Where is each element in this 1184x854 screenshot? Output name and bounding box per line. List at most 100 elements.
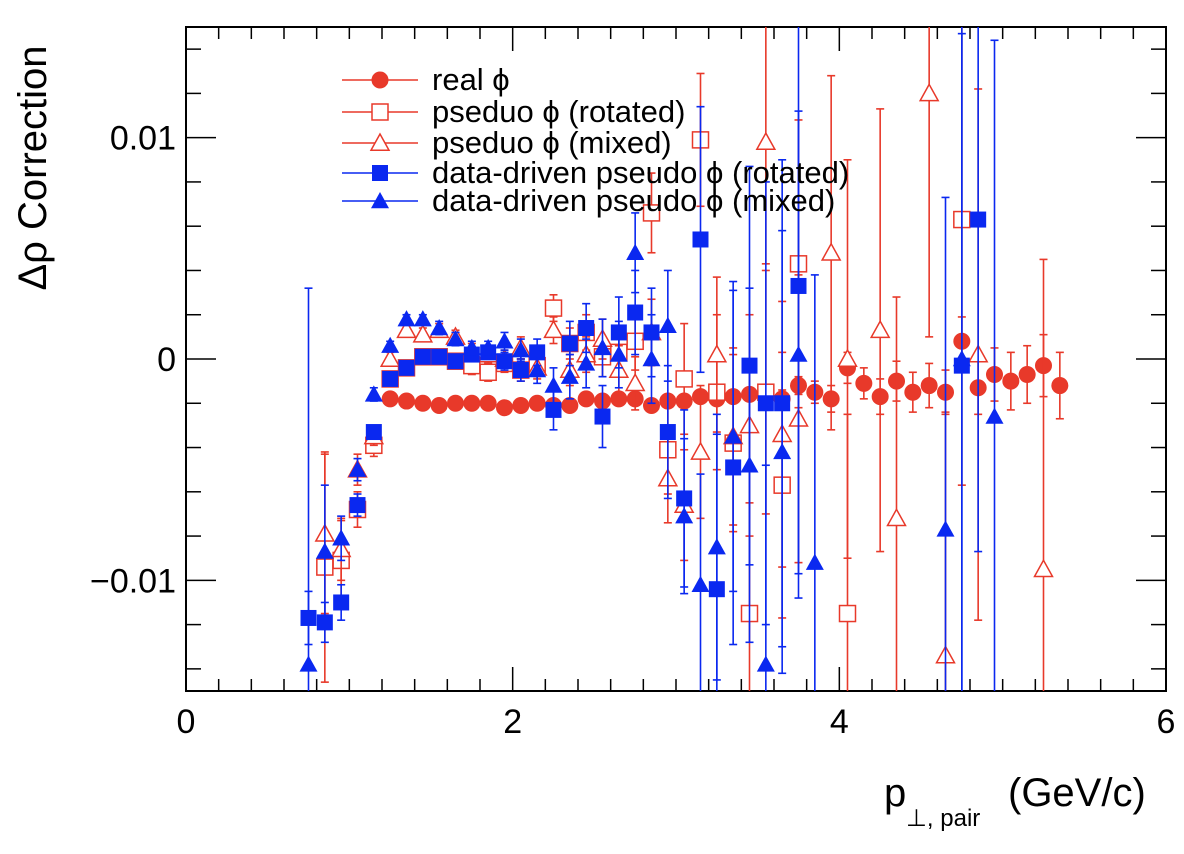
data-point xyxy=(659,424,676,441)
data-point xyxy=(561,335,578,352)
data-point xyxy=(528,394,546,412)
data-point xyxy=(365,424,382,441)
series-5 xyxy=(299,27,1004,691)
data-point xyxy=(479,363,497,382)
data-point xyxy=(299,655,318,672)
data-point xyxy=(545,401,562,418)
data-point xyxy=(512,396,530,414)
x-axis-title-subscript: ⊥, pair xyxy=(906,805,980,832)
x-tick-label: 6 xyxy=(1157,703,1176,741)
data-point xyxy=(1002,372,1020,390)
data-point xyxy=(414,394,432,412)
data-point xyxy=(627,304,644,321)
data-point xyxy=(543,319,564,339)
data-point xyxy=(446,330,465,347)
data-point xyxy=(593,338,612,356)
data-point xyxy=(511,341,530,358)
legend-entry-2: pseduo ϕ (rotated) xyxy=(342,94,685,129)
data-point xyxy=(463,394,481,412)
data-point xyxy=(577,390,595,408)
y-tick-label: 0 xyxy=(157,341,176,379)
data-point xyxy=(496,399,513,417)
data-point xyxy=(414,348,431,365)
data-point xyxy=(690,441,711,460)
data-point xyxy=(952,350,971,367)
legend-marker xyxy=(371,71,389,89)
y-tick-label: −0.01 xyxy=(90,562,176,600)
data-point xyxy=(805,553,824,570)
data-point xyxy=(626,243,645,260)
data-point xyxy=(756,655,775,672)
legend-entry-3: pseduo ϕ (mixed) xyxy=(342,125,672,160)
legend-entry-5: data-driven pseudo ϕ (mixed) xyxy=(342,183,835,218)
data-point xyxy=(412,324,434,343)
data-point xyxy=(479,394,497,412)
data-point xyxy=(692,231,709,248)
data-point xyxy=(675,507,694,524)
data-point xyxy=(431,348,448,365)
legend-marker xyxy=(369,132,391,151)
data-point xyxy=(675,370,693,388)
data-point xyxy=(609,345,628,362)
data-point xyxy=(332,529,351,546)
data-point xyxy=(624,372,646,392)
data-point xyxy=(970,211,987,228)
tick-labels: 0 2 4 6 0.01 0 −0.01 xyxy=(90,120,1175,741)
data-point xyxy=(381,336,400,353)
data-point xyxy=(740,456,759,473)
data-point xyxy=(920,377,938,395)
legend-label: pseduo ϕ (rotated) xyxy=(432,94,685,129)
data-point xyxy=(333,594,350,611)
data-point xyxy=(855,374,873,392)
x-tick-label: 2 xyxy=(503,703,522,741)
data-point xyxy=(560,367,579,384)
data-point xyxy=(1051,377,1069,395)
data-point xyxy=(642,204,661,222)
data-point xyxy=(447,394,464,412)
data-point xyxy=(396,319,417,339)
series-layer xyxy=(299,27,1069,691)
x-axis-title-unit: (GeV/c) xyxy=(1008,771,1146,815)
data-point xyxy=(985,407,1004,424)
data-point xyxy=(869,319,891,339)
data-point xyxy=(348,460,367,477)
data-point xyxy=(495,332,514,349)
data-point xyxy=(544,299,563,317)
data-point xyxy=(430,396,448,414)
data-point xyxy=(691,575,710,592)
data-point xyxy=(528,361,547,378)
y-tick-label: 0.01 xyxy=(110,120,176,158)
data-point xyxy=(658,316,677,333)
data-point xyxy=(578,320,595,337)
legend-marker xyxy=(371,192,389,209)
data-point xyxy=(398,359,415,376)
data-point xyxy=(838,604,857,623)
data-point xyxy=(820,242,842,261)
data-point xyxy=(379,348,401,367)
legend-label: data-driven pseudo ϕ (rotated) xyxy=(432,155,849,190)
data-point xyxy=(430,319,449,336)
data-point xyxy=(707,538,726,555)
data-point xyxy=(364,385,383,402)
data-point xyxy=(1033,558,1054,578)
data-point xyxy=(724,427,743,444)
data-point xyxy=(462,338,481,356)
legend-marker xyxy=(372,165,388,181)
data-point xyxy=(755,131,777,151)
data-point xyxy=(349,497,366,514)
data-point xyxy=(561,396,579,414)
data-point xyxy=(315,542,334,559)
data-point xyxy=(577,354,596,371)
data-point xyxy=(382,370,399,387)
axis-ticks xyxy=(185,27,1167,691)
data-point xyxy=(398,392,415,410)
legend-entry-4: data-driven pseudo ϕ (rotated) xyxy=(342,155,849,190)
data-point xyxy=(479,338,498,356)
data-point xyxy=(544,376,563,393)
data-point xyxy=(642,350,661,367)
legend-label: pseduo ϕ (mixed) xyxy=(432,125,672,160)
data-point xyxy=(381,390,399,408)
legend-label: data-driven pseudo ϕ (mixed) xyxy=(432,183,835,218)
